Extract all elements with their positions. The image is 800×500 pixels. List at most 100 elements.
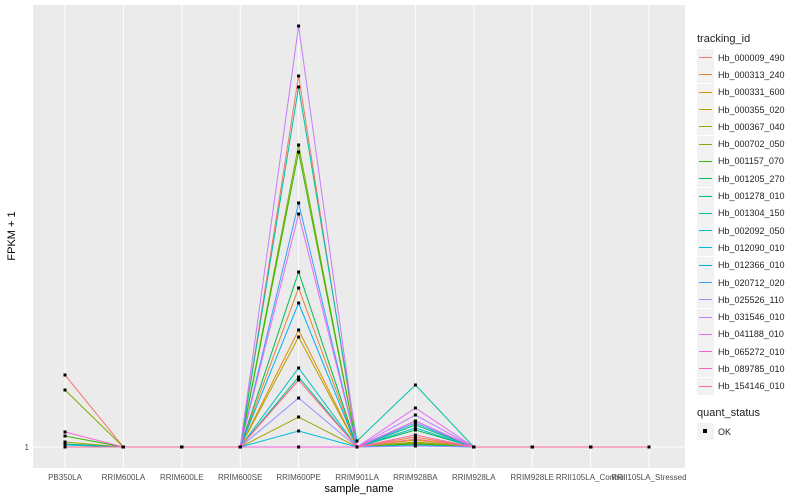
data-point — [297, 74, 301, 78]
x-tick-label: PB350LA — [48, 473, 82, 482]
legend-label: Hb_000355_020 — [718, 104, 785, 115]
line-key-icon — [697, 204, 714, 222]
legend-item: Hb_001157_070 — [697, 152, 785, 170]
x-tick-label: RRIM600PE — [276, 473, 320, 482]
data-point — [297, 328, 301, 332]
x-tick-label: RRIM928LE — [510, 473, 554, 482]
data-point — [297, 150, 301, 154]
data-point — [413, 428, 417, 432]
legend-label: Hb_065272_010 — [718, 346, 785, 357]
data-point — [297, 143, 301, 147]
data-point — [413, 419, 417, 423]
data-point — [413, 406, 417, 410]
data-point — [297, 445, 301, 449]
legend-item: Hb_000355_020 — [697, 101, 785, 119]
x-axis-title: sample_name — [324, 483, 393, 495]
data-point — [472, 445, 476, 449]
data-point — [413, 421, 417, 425]
legend-title: tracking_id — [697, 33, 751, 45]
data-point — [297, 301, 301, 305]
data-point — [297, 270, 301, 274]
data-point — [297, 212, 301, 216]
line-key-icon — [697, 187, 714, 205]
x-tick-label: RRIM928LA — [452, 473, 496, 482]
legend-item: Hb_001304_150 — [697, 204, 785, 222]
legend-item: Hb_000367_040 — [697, 118, 785, 136]
legend-label: Hb_000331_600 — [718, 87, 785, 98]
x-tick-label: RRIM600LA — [102, 473, 146, 482]
legend-label: Hb_041188_010 — [718, 329, 784, 340]
x-tick-label: RRIM928BA — [393, 473, 438, 482]
data-point — [63, 440, 67, 444]
x-tick-label: RRII105LA_Control — [556, 473, 626, 482]
x-tick-label: RRII105LA_Stressed — [611, 473, 686, 482]
data-point — [63, 388, 67, 392]
x-tick-label: RRIM901LA — [335, 473, 379, 482]
shape-legend-title: quant_status — [697, 406, 760, 419]
legend-item: Hb_041188_010 — [697, 325, 785, 343]
data-point — [297, 335, 301, 339]
line-key-icon — [697, 308, 714, 326]
line-key-icon — [697, 239, 714, 257]
line-key-icon — [697, 274, 714, 291]
legend-label: OK — [718, 426, 732, 437]
data-point — [63, 430, 67, 434]
line-key-icon — [697, 135, 714, 153]
data-point — [413, 423, 417, 427]
legend-label: Hb_020712_020 — [718, 277, 785, 288]
data-point — [413, 437, 417, 441]
line-key-icon — [697, 325, 714, 343]
line-key-icon — [697, 343, 714, 361]
legend-label: Hb_000313_240 — [718, 69, 785, 80]
legend-item: Hb_020712_020 — [697, 274, 785, 291]
data-point — [63, 443, 67, 447]
legend-item: Hb_031546_010 — [697, 308, 785, 326]
data-point — [63, 373, 67, 377]
data-point — [413, 413, 417, 417]
line-key-icon — [697, 291, 714, 309]
data-point — [413, 440, 417, 444]
legend-item: Hb_002092_050 — [697, 222, 785, 240]
legend-label: Hb_154146_010 — [718, 381, 785, 392]
legend-label: Hb_089785_010 — [718, 363, 785, 374]
data-point — [413, 444, 417, 448]
legend-label: Hb_002092_050 — [718, 225, 785, 236]
data-point — [121, 445, 125, 449]
line-key-icon — [697, 83, 714, 101]
data-point — [297, 201, 301, 205]
legend-item: Hb_000009_490 — [697, 49, 785, 67]
line-key-icon — [697, 256, 714, 274]
data-point — [180, 445, 184, 449]
data-point — [63, 434, 67, 438]
legend-item: Hb_000702_050 — [697, 135, 785, 153]
y-tick-label: 1 — [25, 443, 30, 452]
square-point-icon — [697, 423, 714, 441]
legend-item-ok: OK — [697, 423, 785, 441]
legend-item: Hb_001278_010 — [697, 187, 785, 205]
data-point — [530, 445, 534, 449]
data-point — [355, 439, 359, 443]
legend-label: Hb_001278_010 — [718, 191, 785, 202]
legend-label: Hb_001304_150 — [718, 208, 785, 219]
legend-item: Hb_012090_010 — [697, 239, 785, 257]
data-point — [647, 445, 651, 449]
line-key-icon — [697, 152, 714, 170]
legend-label: Hb_012366_010 — [718, 260, 785, 271]
line-key-icon — [697, 118, 714, 136]
line-key-icon — [697, 377, 714, 395]
data-point — [238, 445, 242, 449]
legend-label: Hb_000367_040 — [718, 121, 785, 132]
x-tick-label: RRIM600LE — [160, 473, 204, 482]
data-point — [297, 24, 301, 28]
line-key-icon — [697, 66, 714, 84]
data-point — [589, 445, 593, 449]
y-axis-title: FPKM + 1 — [6, 211, 18, 260]
legend-label: Hb_012090_010 — [718, 242, 785, 253]
plot-panel — [33, 5, 685, 468]
legend-label: Hb_001205_270 — [718, 173, 785, 184]
data-point — [413, 435, 417, 439]
legend-item: Hb_000313_240 — [697, 66, 785, 84]
legend-label: Hb_000009_490 — [718, 52, 785, 63]
legend-item: Hb_012366_010 — [697, 256, 785, 274]
